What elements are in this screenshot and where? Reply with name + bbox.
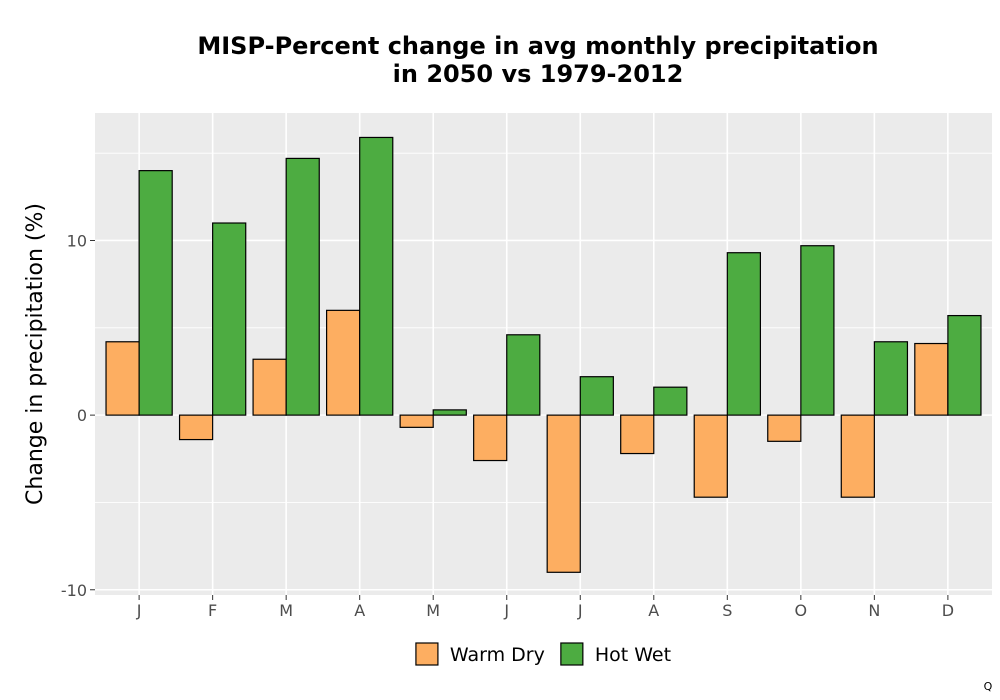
bar-warm-dry-5 [399,414,434,428]
x-tick-label: O [795,601,808,620]
bar-hot-wet-11 [873,341,909,416]
bar-warm-dry-11 [840,414,875,498]
bar-hot-wet-2 [212,222,247,416]
bar-hot-wet-5 [432,409,467,416]
bars [105,136,982,573]
y-axis: -10 0 10 [61,231,95,600]
x-tick-label: A [354,601,365,620]
legend-label-warm-dry: Warm Dry [450,644,545,666]
y-axis-title: Change in precipitation (%) [23,203,48,505]
x-tick-label: J [503,601,509,620]
bar-hot-wet-10 [800,245,835,416]
legend-label-hot-wet: Hot Wet [595,644,671,666]
bar-warm-dry-9 [693,414,728,498]
bar-hot-wet-8 [653,386,688,416]
x-tick-label: M [279,601,293,620]
title-group: MISP-Percent change in avg monthly preci… [197,32,878,88]
x-tick-label: A [648,601,659,620]
bar-warm-dry-12 [914,342,949,416]
x-tick-label: N [868,601,880,620]
bar-hot-wet-3 [285,157,320,416]
x-tick-label: M [426,601,440,620]
bar-hot-wet-6 [506,334,541,416]
bar-hot-wet-9 [726,252,761,416]
bar-warm-dry-4 [326,309,361,416]
legend: Warm Dry Hot Wet [415,642,671,666]
bar-warm-dry-7 [546,414,581,573]
bar-warm-dry-8 [620,414,655,455]
chart-title-line-1: MISP-Percent change in avg monthly preci… [197,32,878,60]
bar-warm-dry-6 [473,414,508,462]
x-tick-label: F [208,601,217,620]
legend-key-hot-wet [560,642,584,666]
bar-warm-dry-10 [767,414,802,442]
bar-warm-dry-1 [105,341,140,416]
corner-note: Q [984,680,993,693]
bar-hot-wet-4 [359,136,394,416]
bar-hot-wet-12 [947,314,982,416]
bar-hot-wet-1 [138,170,173,416]
bar-hot-wet-7 [579,376,614,416]
x-tick-label: J [577,601,583,620]
bar-warm-dry-3 [252,358,287,416]
x-tick-label: J [136,601,142,620]
x-tick-label: D [942,601,954,620]
y-tick-label: 10 [67,231,87,250]
legend-key-warm-dry [415,642,439,666]
y-tick-label: 0 [77,406,87,425]
bar-warm-dry-2 [178,414,214,441]
chart-title-line-2: in 2050 vs 1979-2012 [393,60,684,88]
x-tick-label: S [722,601,732,620]
y-tick-label: -10 [61,581,87,600]
